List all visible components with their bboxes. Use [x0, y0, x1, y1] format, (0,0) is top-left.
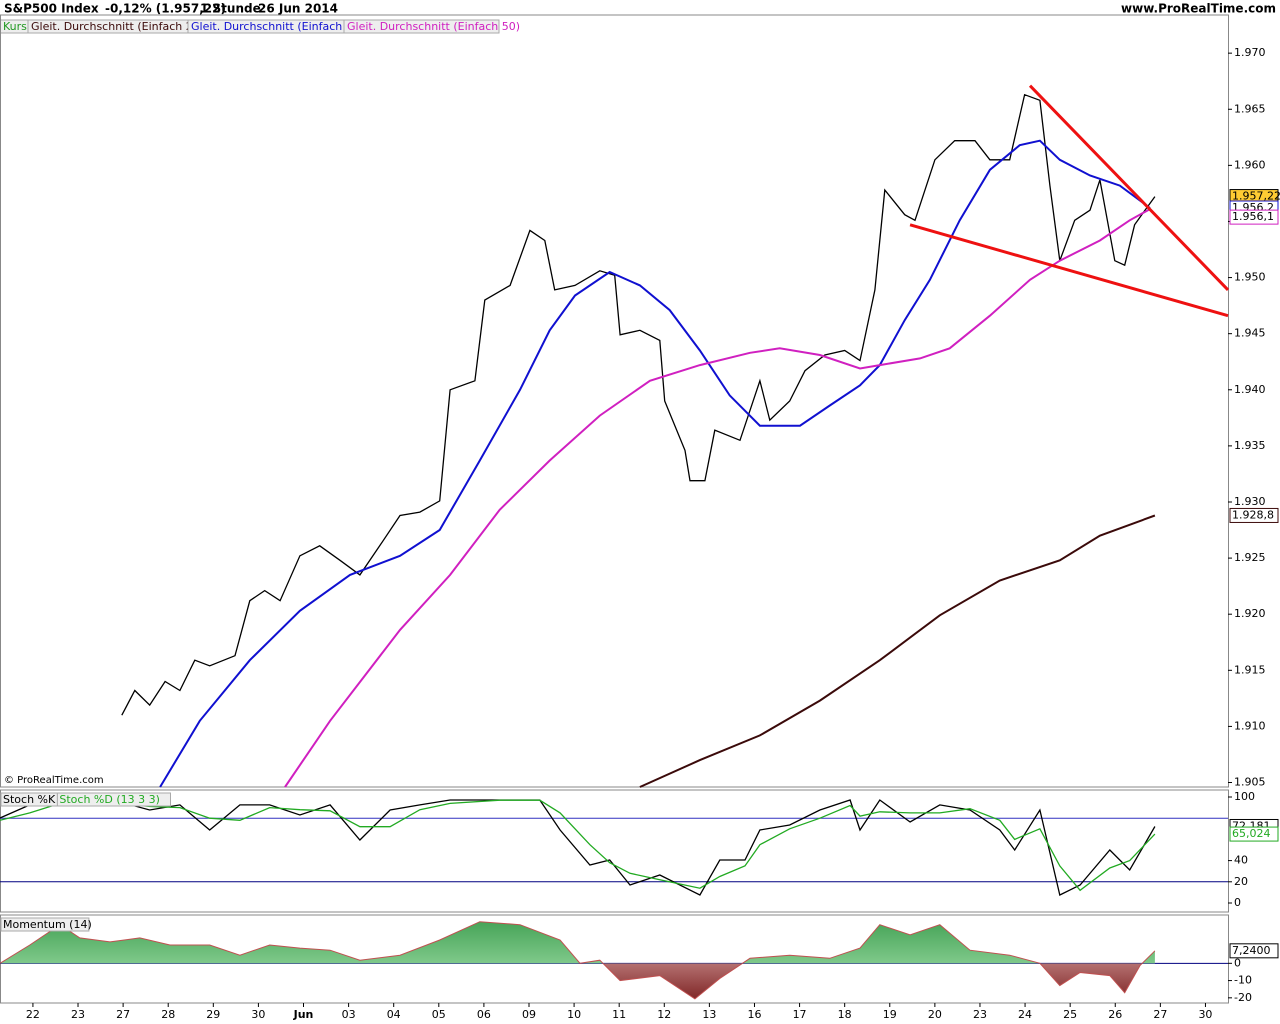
x-tick-label: 04	[387, 1008, 401, 1021]
value-label-box	[1229, 943, 1279, 959]
x-tick-label: 30	[1198, 1008, 1212, 1021]
legend-entry: Kurs	[3, 20, 27, 33]
value-label: 1.928,8	[1232, 508, 1274, 521]
panel-title: Stoch %D (13 3 3)	[59, 793, 160, 806]
value-label-box	[1229, 507, 1279, 523]
panel-frame	[0, 14, 1229, 788]
legend-entry: Gleit. Durchschnitt (Einfach 20)	[191, 20, 364, 33]
y-tick-label: 1.940	[1234, 383, 1266, 396]
x-tick-label: 12	[657, 1008, 671, 1021]
x-tick-label: 23	[71, 1008, 85, 1021]
interval: 1 Stunde	[200, 2, 261, 16]
x-tick-label: 09	[522, 1008, 536, 1021]
x-tick-label: 17	[793, 1008, 807, 1021]
series-group	[0, 921, 1156, 1000]
x-tick-label: 18	[838, 1008, 852, 1021]
x-tick-label: 06	[477, 1008, 491, 1021]
x-tick-label: 27	[116, 1008, 130, 1021]
y-tick-label: 1.925	[1234, 551, 1266, 564]
trendline	[1028, 84, 1230, 291]
legend-entry: Gleit. Durchschnitt (Einfach 50)	[347, 20, 520, 33]
value-label: 65,024	[1232, 827, 1271, 840]
y-tick-label: 1.920	[1234, 607, 1266, 620]
y-tick-label: 1.950	[1234, 271, 1266, 284]
date: 26 Jun 2014	[258, 2, 338, 16]
x-tick-label: 19	[883, 1008, 897, 1021]
value-label: 7,2400	[1232, 944, 1271, 957]
trendline	[909, 223, 1229, 318]
y-tick-label: 0	[1234, 896, 1241, 909]
x-tick-label: 11	[612, 1008, 626, 1021]
x-tick-label: 26	[1108, 1008, 1122, 1021]
y-tick-label: 1.905	[1234, 776, 1266, 789]
series-group	[121, 93, 1156, 788]
value-label: 1.956,1	[1232, 210, 1274, 223]
x-tick-label: 30	[251, 1008, 265, 1021]
y-tick-label: 1.945	[1234, 327, 1266, 340]
x-tick-label: 16	[747, 1008, 761, 1021]
symbol: S&P500 Index	[4, 2, 99, 16]
site: www.ProRealTime.com	[1121, 2, 1276, 16]
x-tick-label: 23	[973, 1008, 987, 1021]
x-tick-label: 13	[702, 1008, 716, 1021]
series-line	[0, 799, 1156, 892]
x-tick-label: 27	[1153, 1008, 1167, 1021]
y-tick-label: 20	[1234, 875, 1248, 888]
x-tick-label: Jun	[293, 1008, 314, 1021]
y-tick-label: -10	[1234, 974, 1252, 987]
momentum-line	[0, 921, 1156, 1000]
series-line	[0, 799, 1156, 896]
x-tick-label: 24	[1018, 1008, 1032, 1021]
y-tick-label: -20	[1234, 991, 1252, 1004]
value-label: 1.957,22	[1232, 190, 1280, 203]
series-line	[639, 514, 1156, 788]
x-tick-label: 29	[206, 1008, 220, 1021]
legend-entry: Gleit. Durchschnitt (Einfach 200)	[31, 20, 211, 33]
y-tick-label: 1.930	[1234, 495, 1266, 508]
x-tick-label: 10	[567, 1008, 581, 1021]
panel-title-box	[0, 917, 90, 932]
panel-title-box	[56, 792, 171, 807]
change: -0,12% (1.957,22)	[105, 2, 226, 16]
y-tick-label: 40	[1234, 854, 1248, 867]
y-tick-label: 100	[1234, 790, 1255, 803]
panel-frame	[0, 789, 1229, 913]
y-tick-label: 0	[1234, 956, 1241, 969]
panel-title: Stoch %K	[3, 793, 56, 806]
copyright: © ProRealTime.com	[4, 775, 104, 786]
x-tick-label: 05	[432, 1008, 446, 1021]
x-tick-label: 03	[342, 1008, 356, 1021]
series-line	[284, 208, 1151, 788]
value-label-box	[1229, 826, 1279, 842]
y-tick-label: 1.960	[1234, 158, 1266, 171]
panel-title: Momentum (14)	[3, 918, 92, 931]
series-group	[0, 799, 1156, 896]
legend-tab[interactable]	[343, 19, 500, 34]
panel-frame	[0, 914, 1229, 1004]
series-line	[121, 93, 1156, 716]
y-tick-label: 1.910	[1234, 719, 1266, 732]
y-tick-label: 1.915	[1234, 663, 1266, 676]
value-label-box	[1229, 209, 1279, 225]
y-tick-label: 1.965	[1234, 102, 1266, 115]
series-line	[159, 139, 1151, 788]
y-tick-label: 1.935	[1234, 439, 1266, 452]
x-tick-label: 20	[928, 1008, 942, 1021]
x-tick-label: 28	[161, 1008, 175, 1021]
x-tick-label: 22	[26, 1008, 40, 1021]
x-tick-label: 25	[1063, 1008, 1077, 1021]
y-tick-label: 1.970	[1234, 46, 1266, 59]
